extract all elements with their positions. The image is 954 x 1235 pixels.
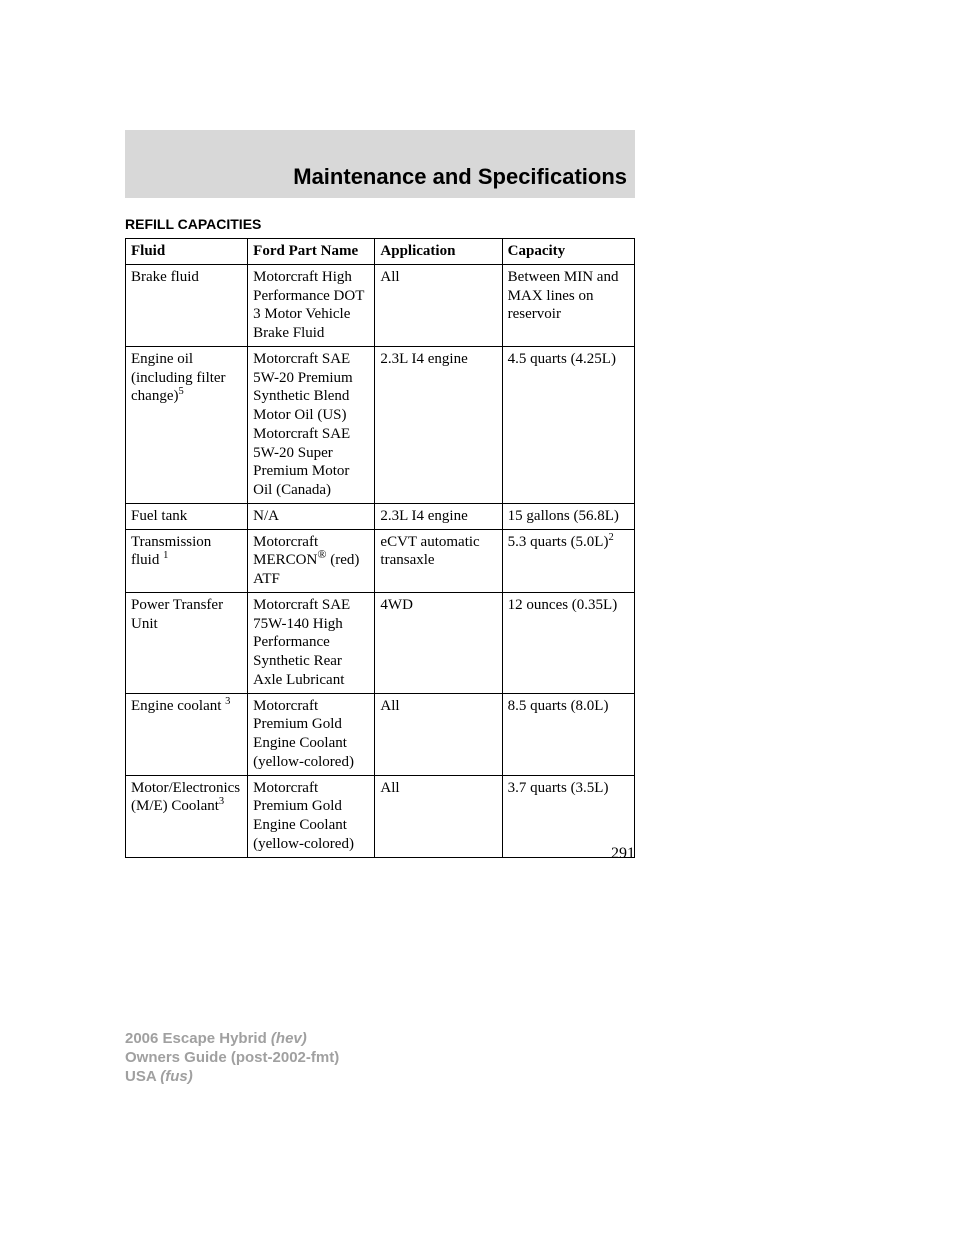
cell-capacity: 5.3 quarts (5.0L)2 <box>502 529 634 592</box>
footer-line-2: Owners Guide (post-2002-fmt) <box>125 1049 339 1068</box>
cell-capacity: 8.5 quarts (8.0L) <box>502 693 634 775</box>
refill-capacities-table: Fluid Ford Part Name Application Capacit… <box>125 238 635 858</box>
table-row: Motor/Electronics (M/E) Coolant3Motorcra… <box>126 775 635 857</box>
table-header-row: Fluid Ford Part Name Application Capacit… <box>126 239 635 265</box>
page-content: Maintenance and Specifications REFILL CA… <box>125 130 635 858</box>
cell-application: 2.3L I4 engine <box>375 346 502 503</box>
footer-line-1: 2006 Escape Hybrid (hev) <box>125 1030 339 1049</box>
cell-application: 4WD <box>375 592 502 693</box>
cell-part: Motorcraft Premium Gold Engine Coolant (… <box>248 775 375 857</box>
footnote-sup: 2 <box>608 532 613 543</box>
table-row: Power Transfer UnitMotorcraft SAE 75W-14… <box>126 592 635 693</box>
cell-part: N/A <box>248 503 375 529</box>
cell-fluid: Transmission fluid 1 <box>126 529 248 592</box>
cell-part: Motorcraft High Performance DOT 3 Motor … <box>248 264 375 346</box>
cell-fluid: Brake fluid <box>126 264 248 346</box>
cell-capacity: 12 ounces (0.35L) <box>502 592 634 693</box>
section-heading: REFILL CAPACITIES <box>125 216 635 232</box>
cell-part: Motorcraft SAE 75W-140 High Performance … <box>248 592 375 693</box>
table-body: Brake fluidMotorcraft High Performance D… <box>126 264 635 857</box>
footer-region: USA <box>125 1068 160 1085</box>
cell-application: All <box>375 264 502 346</box>
footer-model: 2006 Escape Hybrid <box>125 1030 271 1047</box>
cell-application: 2.3L I4 engine <box>375 503 502 529</box>
cell-part: Motorcraft Premium Gold Engine Coolant (… <box>248 693 375 775</box>
footer-region-code: (fus) <box>160 1068 193 1085</box>
table-row: Brake fluidMotorcraft High Performance D… <box>126 264 635 346</box>
footnote-sup: 3 <box>225 696 230 707</box>
registered-mark: ® <box>317 547 326 561</box>
cell-fluid: Engine oil (including filter change)5 <box>126 346 248 503</box>
table-row: Transmission fluid 1Motorcraft MERCON® (… <box>126 529 635 592</box>
cell-application: All <box>375 775 502 857</box>
cell-fluid: Power Transfer Unit <box>126 592 248 693</box>
col-header-fluid: Fluid <box>126 239 248 265</box>
cell-fluid: Motor/Electronics (M/E) Coolant3 <box>126 775 248 857</box>
footnote-sup: 3 <box>219 796 224 807</box>
cell-application: eCVT automatic transaxle <box>375 529 502 592</box>
col-header-part: Ford Part Name <box>248 239 375 265</box>
header-bar: Maintenance and Specifications <box>125 130 635 198</box>
footnote-sup: 1 <box>163 550 168 561</box>
cell-capacity: Between MIN and MAX lines on reservoir <box>502 264 634 346</box>
cell-capacity: 4.5 quarts (4.25L) <box>502 346 634 503</box>
page-number: 291 <box>611 845 635 863</box>
cell-capacity: 15 gallons (56.8L) <box>502 503 634 529</box>
footer-line-3: USA (fus) <box>125 1068 339 1087</box>
footer-model-code: (hev) <box>271 1030 307 1047</box>
cell-application: All <box>375 693 502 775</box>
table-row: Engine oil (including filter change)5Mot… <box>126 346 635 503</box>
footer-block: 2006 Escape Hybrid (hev) Owners Guide (p… <box>125 1030 339 1086</box>
col-header-capacity: Capacity <box>502 239 634 265</box>
footnote-sup: 5 <box>178 386 183 397</box>
cell-fluid: Engine coolant 3 <box>126 693 248 775</box>
cell-part: Motorcraft MERCON® (red) ATF <box>248 529 375 592</box>
table-row: Fuel tankN/A2.3L I4 engine15 gallons (56… <box>126 503 635 529</box>
page-header-title: Maintenance and Specifications <box>293 164 627 190</box>
cell-fluid: Fuel tank <box>126 503 248 529</box>
table-row: Engine coolant 3Motorcraft Premium Gold … <box>126 693 635 775</box>
col-header-application: Application <box>375 239 502 265</box>
cell-part: Motorcraft SAE 5W-20 Premium Synthetic B… <box>248 346 375 503</box>
